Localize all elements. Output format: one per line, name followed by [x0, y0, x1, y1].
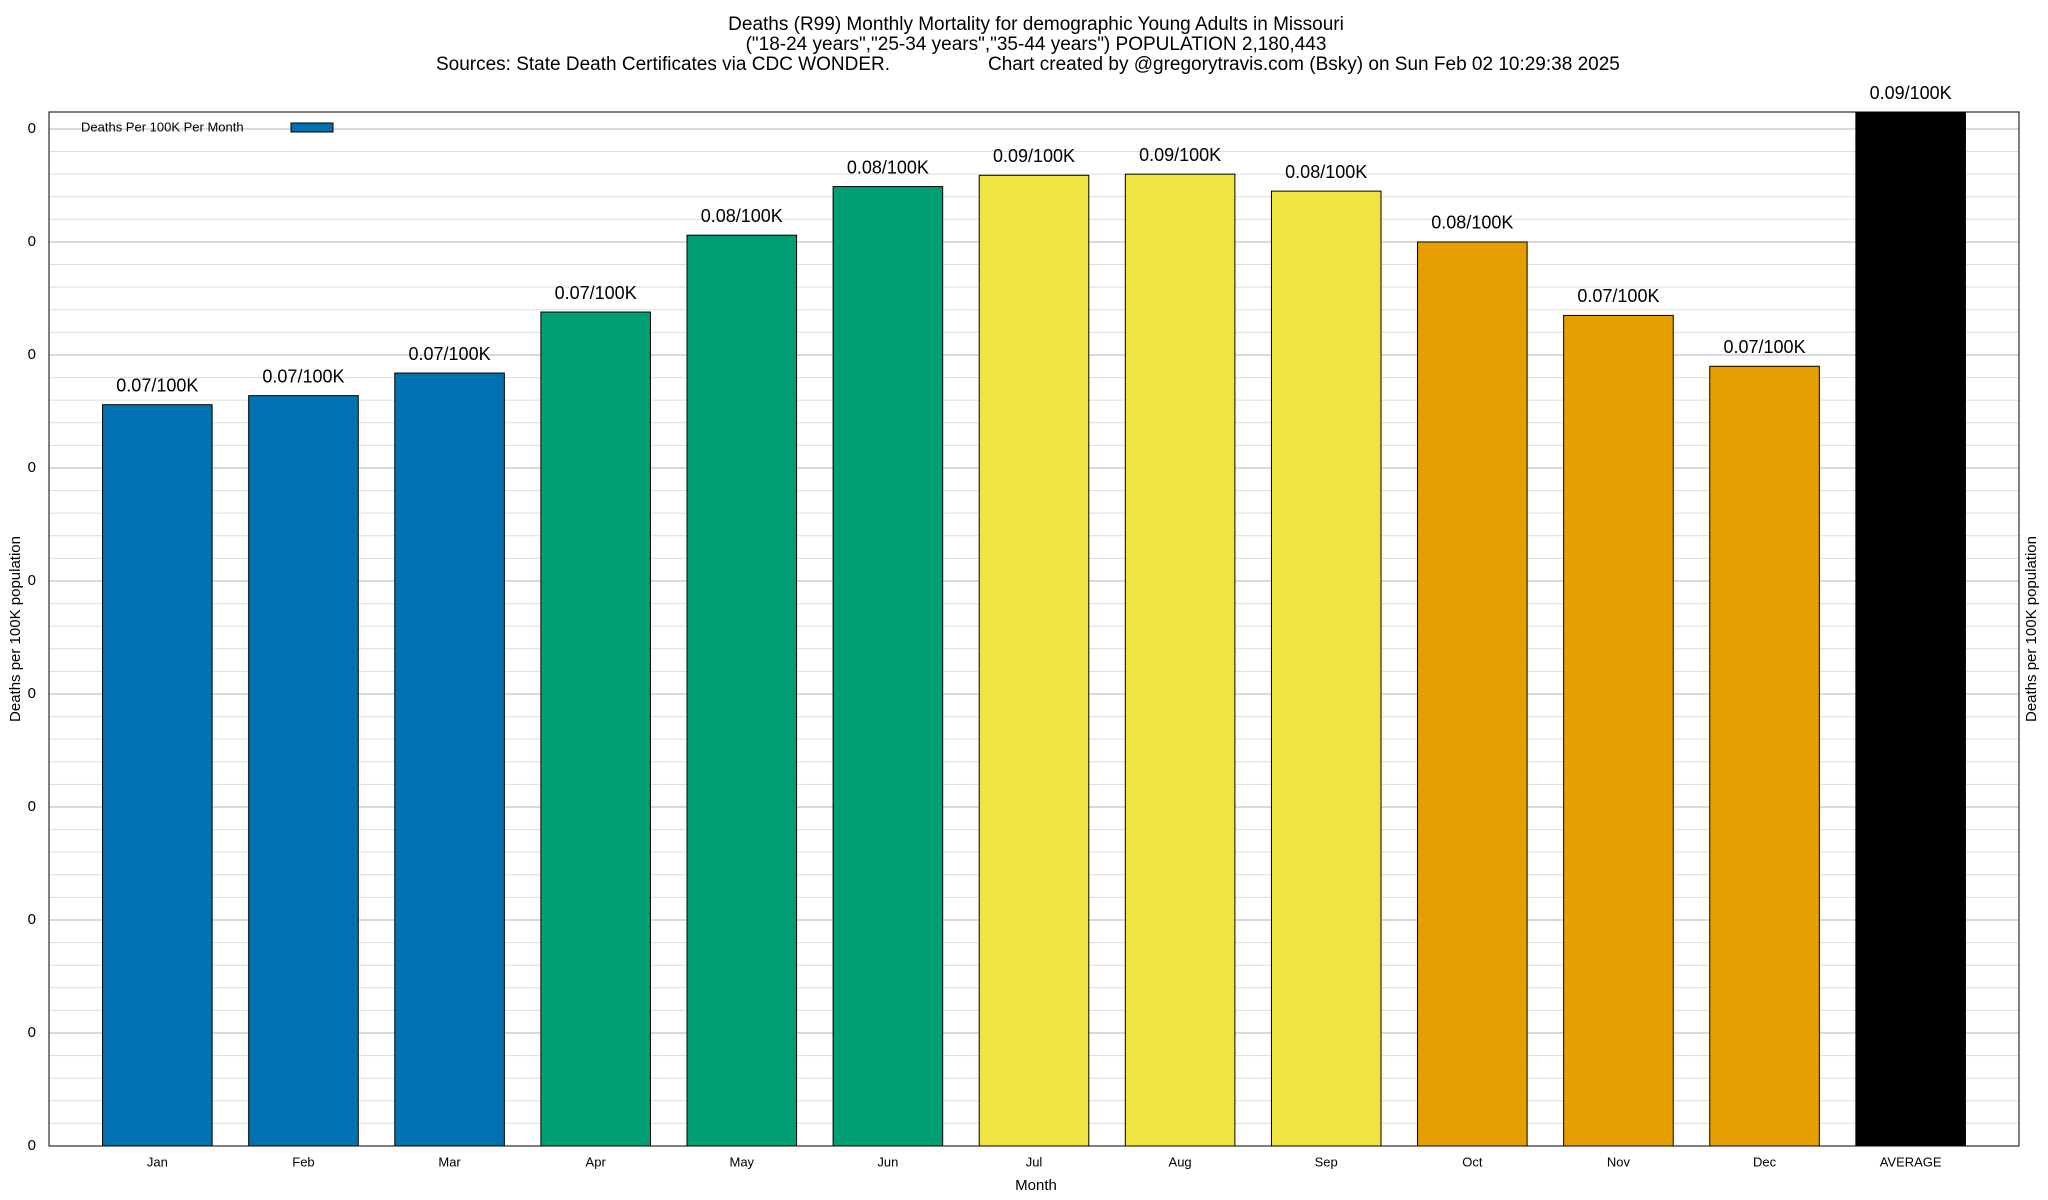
- bar: [1124, 173, 1236, 1147]
- value-label: 0.07/100K: [409, 344, 491, 364]
- bar: [248, 395, 359, 1147]
- x-tick-label: Feb: [292, 1154, 314, 1169]
- y-tick-label: 0: [28, 120, 36, 137]
- bar: [394, 372, 505, 1147]
- x-tick-label: Sep: [1315, 1154, 1338, 1169]
- source: Sources: State Death Certificates via CD…: [436, 54, 890, 75]
- bar: [978, 174, 1090, 1147]
- value-label: 0.08/100K: [1431, 213, 1513, 233]
- x-axis-label: Month: [1015, 1177, 1057, 1194]
- y-tick-label: 0: [28, 233, 36, 250]
- value-label: 0.07/100K: [262, 366, 344, 386]
- x-tick-label: May: [730, 1154, 755, 1169]
- bar: [102, 404, 213, 1147]
- value-label: 0.09/100K: [1870, 83, 1952, 103]
- x-tick-label: AVERAGE: [1880, 1154, 1942, 1169]
- x-tick-label: Aug: [1169, 1154, 1192, 1169]
- value-label: 0.08/100K: [701, 206, 783, 226]
- value-label: 0.08/100K: [1285, 162, 1367, 182]
- bar: [1270, 190, 1382, 1147]
- x-tick-label: Jul: [1026, 1154, 1043, 1169]
- x-tick-label: Jun: [877, 1154, 898, 1169]
- value-label: 0.09/100K: [993, 146, 1075, 166]
- x-tick-label: Dec: [1753, 1154, 1777, 1169]
- y-tick-label: 0: [28, 798, 36, 815]
- y-tick-label: 0: [28, 911, 36, 928]
- y-tick-label: 0: [28, 1024, 36, 1041]
- value-label: 0.08/100K: [847, 157, 929, 177]
- bar: [1417, 241, 1528, 1147]
- chart-title: Deaths (R99) Monthly Mortality for demog…: [728, 14, 1344, 35]
- value-label: 0.07/100K: [555, 283, 637, 303]
- legend-swatch: [290, 122, 334, 133]
- y-tick-label: 0: [28, 459, 36, 476]
- chart-subtitle: ("18-24 years","25-34 years","35-44 year…: [746, 34, 1327, 55]
- value-label: 0.07/100K: [116, 375, 198, 395]
- bar: [1563, 314, 1674, 1147]
- x-tick-label: Nov: [1607, 1154, 1631, 1169]
- credit: Chart created by @gregorytravis.com (Bsk…: [988, 54, 1620, 75]
- value-label: 0.07/100K: [1577, 286, 1659, 306]
- y-tick-label: 0: [28, 572, 36, 589]
- bar: [832, 186, 944, 1147]
- y2-axis-label: Deaths per 100K population: [2023, 536, 2040, 722]
- x-tick-label: Jan: [147, 1154, 168, 1169]
- value-label: 0.09/100K: [1139, 145, 1221, 165]
- y-tick-label: 0: [28, 1137, 36, 1154]
- bar: [540, 311, 651, 1147]
- y-tick-label: 0: [28, 685, 36, 702]
- x-tick-label: Mar: [438, 1154, 461, 1169]
- y-tick-label: 0: [28, 346, 36, 363]
- y-axis-label: Deaths per 100K population: [7, 536, 24, 722]
- x-tick-label: Apr: [586, 1154, 607, 1169]
- bar: [1855, 111, 1966, 1147]
- x-tick-label: Oct: [1462, 1154, 1483, 1169]
- value-label: 0.07/100K: [1724, 337, 1806, 357]
- legend-label: Deaths Per 100K Per Month: [81, 119, 244, 134]
- bar: [686, 234, 798, 1147]
- bar: [1709, 365, 1820, 1147]
